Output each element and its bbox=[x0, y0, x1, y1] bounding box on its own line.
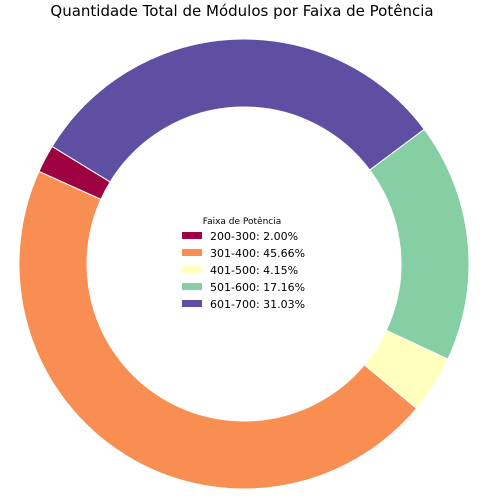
legend-label-301-400: 301-400: 45.66% bbox=[210, 247, 305, 260]
slice-601-700 bbox=[51, 38, 425, 183]
legend-title: Faixa de Potência bbox=[203, 216, 282, 227]
legend-label-401-500: 401-500: 4.15% bbox=[210, 264, 298, 277]
legend-swatch-301-400 bbox=[182, 249, 202, 256]
legend-swatch-601-700 bbox=[182, 300, 202, 307]
legend-label-501-600: 501-600: 17.16% bbox=[210, 281, 305, 294]
legend-swatch-200-300 bbox=[182, 232, 202, 239]
legend-label-200-300: 200-300: 2.00% bbox=[210, 230, 298, 243]
legend-swatch-401-500 bbox=[182, 266, 202, 273]
slice-301-400 bbox=[18, 170, 418, 490]
legend-swatch-501-600 bbox=[182, 283, 202, 290]
legend-items: 200-300: 2.00% 301-400: 45.66% 401-500: 4.… bbox=[182, 230, 305, 311]
chart-title: Quantidade Total de Módulos por Faixa de… bbox=[50, 2, 433, 20]
legend: Faixa de Potência 200-300: 2.00% 301-400:… bbox=[182, 216, 305, 311]
slice-501-600 bbox=[369, 128, 470, 360]
donut-slices bbox=[18, 38, 470, 490]
legend-label-601-700: 601-700: 31.03% bbox=[210, 298, 305, 311]
